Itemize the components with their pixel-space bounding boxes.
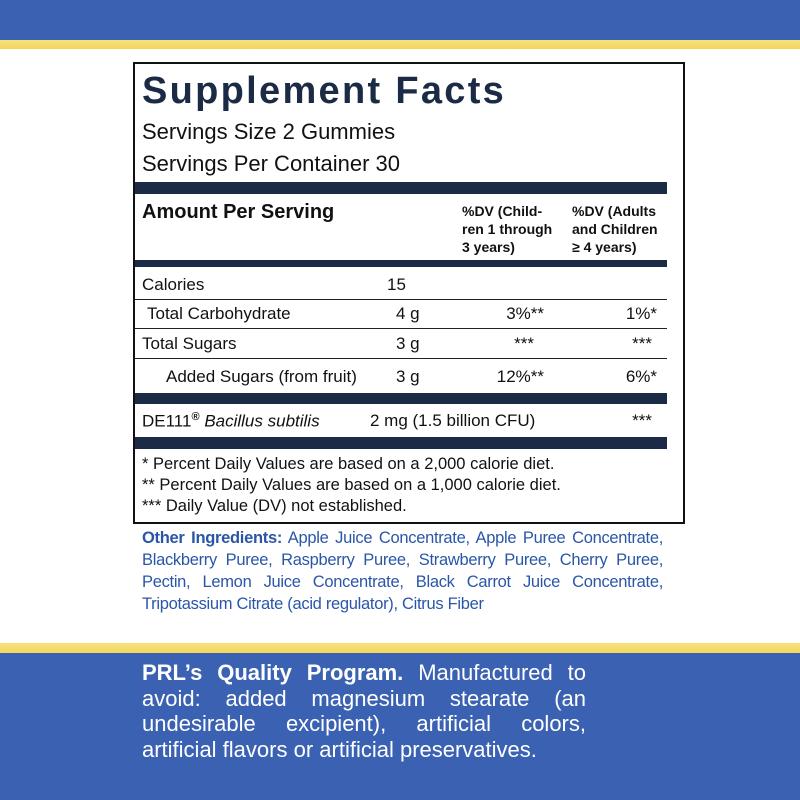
- other-ingredients: Other Ingredients: Apple Juice Concentra…: [142, 527, 663, 615]
- row-name: Total Carbohydrate: [147, 304, 291, 323]
- quality-text: Manufactured to avoid: added magnesium s…: [142, 660, 586, 762]
- top-band: [0, 0, 800, 40]
- column-header: 3 years): [462, 239, 515, 255]
- row-amount: 4 g: [396, 304, 420, 323]
- row-rule: [135, 299, 667, 300]
- bottom-band: [0, 653, 800, 800]
- row-dv: 3%**: [506, 304, 544, 323]
- bar: [135, 393, 667, 404]
- probiotic-name: DE111® Bacillus subtilis: [142, 412, 320, 430]
- quality-heading: PRL’s Quality Program.: [142, 660, 404, 685]
- registered-mark: ®: [191, 411, 200, 423]
- row-name: Calories: [142, 275, 205, 294]
- row-name: Total Sugars: [142, 334, 237, 353]
- probiotic-amount: 2 mg (1.5 billion CFU): [370, 411, 536, 430]
- servings-per-container: Servings Per Container 30: [142, 151, 401, 176]
- row-name: Added Sugars (from fruit): [166, 367, 357, 386]
- thick-bar: [135, 182, 667, 194]
- quality-program: PRL’s Quality Program. Manufactured to a…: [142, 660, 586, 762]
- column-header: and Children: [572, 221, 658, 237]
- column-header: %DV (Adults: [572, 203, 656, 219]
- row-dv: ***: [632, 334, 652, 353]
- column-header: ren 1 through: [462, 221, 553, 237]
- column-header: Amount Per Serving: [142, 201, 335, 223]
- row-amount: 3 g: [396, 367, 420, 386]
- row-dv: 1%*: [625, 304, 657, 323]
- row-amount: 3 g: [396, 334, 420, 353]
- other-ingredients-text: Apple Juice Concentrate, Apple Puree Con…: [142, 529, 663, 613]
- bar: [135, 437, 667, 449]
- row-rule: [135, 328, 667, 329]
- row-dv: 6%*: [625, 367, 657, 386]
- title: Supplement Facts: [142, 70, 507, 112]
- row-dv: ***: [514, 334, 534, 353]
- row-rule: [135, 358, 667, 359]
- column-header: ≥ 4 years): [572, 239, 637, 255]
- row-amount: 15: [387, 275, 406, 294]
- serving-size: Servings Size 2 Gummies: [142, 119, 396, 144]
- footnote: *** Daily Value (DV) not established.: [142, 497, 407, 515]
- probiotic-strain: DE111: [142, 411, 192, 431]
- footnote: * Percent Daily Values are based on a 2,…: [142, 455, 555, 473]
- bar: [135, 260, 667, 267]
- probiotic-dv: ***: [632, 411, 652, 430]
- row-dv: 12%**: [496, 367, 544, 386]
- bottom-stripe: [0, 643, 800, 653]
- top-stripe: [0, 40, 800, 49]
- facts-box: [133, 62, 685, 524]
- other-ingredients-label: Other Ingredients:: [142, 529, 283, 547]
- footnote: ** Percent Daily Values are based on a 1…: [142, 476, 561, 494]
- column-header: %DV (Child-: [462, 203, 543, 219]
- probiotic-species: Bacillus subtilis: [204, 411, 320, 431]
